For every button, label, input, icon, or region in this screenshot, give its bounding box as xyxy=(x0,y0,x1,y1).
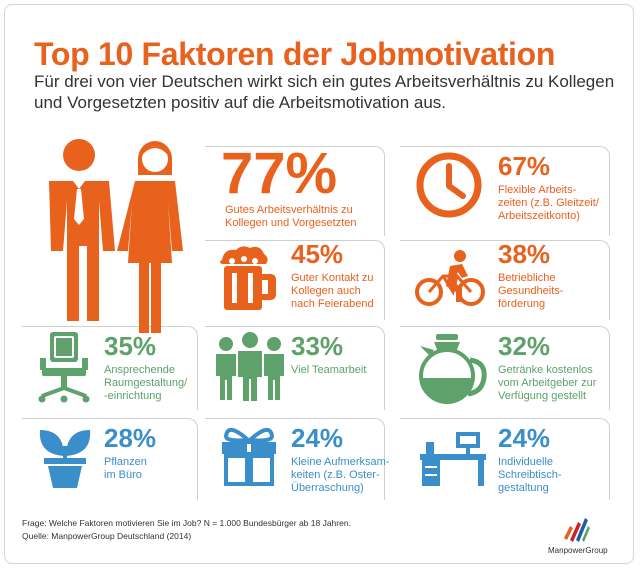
manpower-logo-icon xyxy=(564,518,590,542)
card-rule-32 xyxy=(400,326,610,410)
people-icon xyxy=(49,139,183,333)
card-rule-38 xyxy=(400,240,610,320)
coffee-pot-icon xyxy=(419,334,487,404)
card-rule-24a xyxy=(205,418,385,500)
factor-label: Kleine Aufmerksam- keiten (z.B. Oster- Ü… xyxy=(291,456,390,494)
card-rule-45 xyxy=(205,240,385,320)
factor-percent: 32% xyxy=(498,331,551,361)
factor-label: Ansprechende Raumgestaltung/ -einrichtun… xyxy=(104,364,188,402)
factor-percent: 35% xyxy=(104,331,157,361)
gift-icon xyxy=(222,428,276,486)
card-rule-77 xyxy=(205,146,385,236)
page-subtitle: Für drei von vier Deutschen wirkt sich e… xyxy=(34,72,615,112)
page-title: Top 10 Faktoren der Jobmotivation xyxy=(34,36,556,72)
card-rule-33 xyxy=(205,326,385,410)
plant-icon xyxy=(39,430,91,488)
factor-percent: 28% xyxy=(104,423,157,453)
factor-label: Individuelle Schreibtisch- gestaltung xyxy=(498,456,562,494)
beer-mug-icon xyxy=(220,246,276,310)
factor-percent: 33% xyxy=(291,331,344,361)
factor-percent: 24% xyxy=(498,423,551,453)
factor-label: Betriebliche Gesundheits- förderung xyxy=(498,272,564,310)
factor-percent: 67% xyxy=(498,151,551,181)
card-rule-67 xyxy=(400,146,610,236)
card-rule-35 xyxy=(22,326,198,410)
factor-percent: 77% xyxy=(221,141,338,206)
office-chair-icon xyxy=(38,332,90,403)
manpower-logo-text: ManpowerGroup xyxy=(548,546,608,555)
factor-percent: 45% xyxy=(291,239,344,269)
footer-question: Frage: Welche Faktoren motivieren Sie im… xyxy=(22,518,351,528)
factor-label: Flexible Arbeits- zeiten (z.B. Gleitzeit… xyxy=(498,184,599,222)
bicycle-icon xyxy=(415,250,485,306)
card-rule-24b xyxy=(400,418,610,500)
factor-label: Viel Teamarbeit xyxy=(291,364,367,376)
card-rule-28 xyxy=(22,418,198,500)
factor-percent: 38% xyxy=(498,239,551,269)
factor-percent: 24% xyxy=(291,423,344,453)
factor-label: Gutes Arbeitsverhältnis zu Kollegen und … xyxy=(225,204,357,229)
infographic-frame xyxy=(4,4,634,564)
desk-icon xyxy=(420,432,486,486)
footer-source: Quelle: ManpowerGroup Deutschland (2014) xyxy=(22,531,192,541)
clock-icon xyxy=(416,152,482,218)
factor-label: Getränke kostenlos vom Arbeitgeber zur V… xyxy=(498,364,597,402)
factor-label: Guter Kontakt zu Kollegen auch nach Feie… xyxy=(291,272,374,310)
team-icon xyxy=(216,332,284,401)
factor-label: Pflanzen im Büro xyxy=(104,456,147,481)
